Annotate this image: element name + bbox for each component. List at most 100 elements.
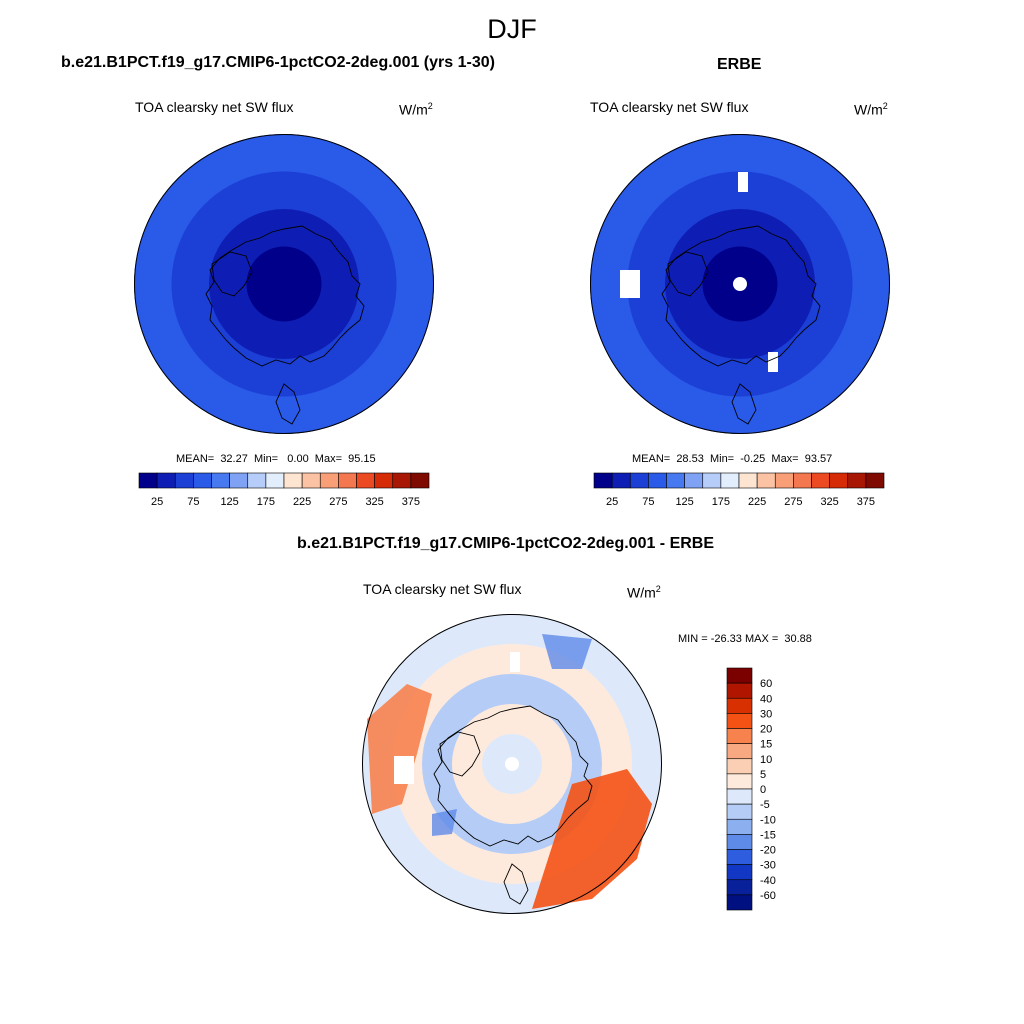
colorbar-tick-label: -20	[760, 845, 776, 857]
colorbar-cell	[720, 472, 740, 489]
colorbar-tick-label: 175	[712, 496, 730, 508]
colorbar-cell	[726, 879, 753, 896]
panel-1-variable: TOA clearsky net SW flux	[135, 99, 294, 115]
colorbar-tick-label: 5	[760, 769, 766, 781]
colorbar-cell	[726, 682, 753, 699]
colorbar-cell	[702, 472, 722, 489]
colorbar-cell	[174, 472, 194, 489]
colorbar-cell	[726, 788, 753, 805]
colorbar-cell	[410, 472, 430, 489]
panel-1-stats: MEAN= 32.27 Min= 0.00 Max= 95.15	[176, 453, 376, 465]
colorbar-tick-label: -15	[760, 829, 776, 841]
colorbar-cell	[774, 472, 794, 489]
colorbar-cell	[156, 472, 176, 489]
colorbar-cell	[756, 472, 776, 489]
panel-2-colorbar: 25 75 125 175 225 275 325 375	[593, 472, 885, 508]
difference-colorbar: 60 40 30 20 15 10 5 0 -5 -10 -15 -20 -30 -40 -60	[726, 667, 776, 911]
colorbar-cell	[726, 743, 753, 760]
panel-2-variable: TOA clearsky net SW flux	[590, 99, 749, 115]
difference-polar-map	[362, 614, 662, 914]
coastline-scandinavia	[731, 383, 757, 425]
colorbar-cell	[392, 472, 412, 489]
map-boundary	[362, 614, 662, 914]
colorbar-tick-label: 60	[760, 678, 772, 690]
colorbar-cell	[138, 472, 158, 489]
colorbar-tick-label: 375	[857, 496, 875, 508]
map-boundary	[134, 134, 434, 434]
panel-1-units: W/m2	[399, 101, 433, 118]
colorbar-cell	[229, 472, 249, 489]
colorbar-cell	[611, 472, 631, 489]
difference-units: W/m2	[627, 584, 661, 601]
colorbar-tick-label: 10	[760, 754, 772, 766]
missing-data	[738, 172, 748, 192]
coastline	[661, 225, 821, 367]
difference-title: b.e21.B1PCT.f19_g17.CMIP6-1pctCO2-2deg.0…	[297, 535, 715, 552]
colorbar-tick-label: -5	[760, 799, 770, 811]
colorbar-tick-label: -40	[760, 875, 776, 887]
colorbar-tick-label: 375	[402, 496, 420, 508]
contour-band	[246, 246, 322, 322]
colorbar-tick-label: 15	[760, 739, 772, 751]
colorbar-tick-label: 0	[760, 784, 766, 796]
colorbar-cell	[865, 472, 885, 489]
colorbar-cell	[726, 818, 753, 835]
colorbar-cell	[726, 864, 753, 881]
colorbar-tick-label: 125	[220, 496, 238, 508]
coastline-greenland	[211, 251, 253, 297]
panel-1-title: b.e21.B1PCT.f19_g17.CMIP6-1pctCO2-2deg.0…	[61, 54, 495, 71]
colorbar-tick-label: 25	[151, 496, 163, 508]
colorbar-tick-label: 175	[257, 496, 275, 508]
season-title: DJF	[487, 14, 537, 44]
colorbar-cell	[356, 472, 375, 489]
difference-stats: MIN = -26.33 MAX = 30.88	[678, 633, 812, 645]
coastline-scandinavia	[503, 863, 529, 905]
coastline-greenland	[667, 251, 709, 297]
colorbar-tick-label: 75	[187, 496, 199, 508]
colorbar-cell	[726, 758, 753, 775]
colorbar-cell	[301, 472, 321, 489]
colorbar-cell	[374, 472, 394, 489]
colorbar-cell	[726, 849, 753, 865]
panel-2-polar-map	[590, 134, 890, 434]
panel-1-colorbar: 25 75 125 175 225 275 325 375	[138, 472, 430, 508]
colorbar-cell	[726, 728, 753, 744]
colorbar-cell	[283, 472, 303, 489]
coastline-greenland	[439, 731, 481, 777]
colorbar-tick-label: -30	[760, 860, 776, 872]
colorbar-cell	[265, 472, 285, 489]
missing-data	[510, 652, 520, 672]
colorbar-tick-label: 325	[365, 496, 383, 508]
coastline	[433, 705, 593, 847]
colorbar-cell	[829, 472, 849, 489]
colorbar-cell	[726, 667, 753, 684]
colorbar-tick-label: 40	[760, 693, 772, 705]
map-boundary	[590, 134, 890, 434]
colorbar-cell	[726, 697, 753, 714]
colorbar-cell	[319, 472, 339, 489]
missing-data	[733, 277, 747, 291]
negative-anomaly	[542, 634, 592, 669]
colorbar-tick-label: 325	[820, 496, 838, 508]
missing-data	[505, 757, 519, 771]
panel-2-title: ERBE	[717, 56, 762, 73]
map-field	[134, 134, 434, 434]
colorbar-cell	[211, 472, 230, 489]
colorbar-cell	[726, 894, 753, 911]
missing-data	[620, 270, 640, 298]
colorbar-tick-label: 30	[760, 708, 772, 720]
colorbar-cell	[648, 472, 667, 489]
panel-2-units: W/m2	[854, 101, 888, 118]
positive-anomaly	[532, 769, 652, 909]
positive-anomaly	[367, 684, 432, 814]
colorbar-cell	[684, 472, 704, 489]
colorbar-cell	[726, 803, 753, 820]
colorbar-cell	[811, 472, 830, 489]
colorbar-tick-label: -60	[760, 890, 776, 902]
panel-2-stats: MEAN= 28.53 Min= -0.25 Max= 93.57	[632, 453, 833, 465]
colorbar-cell	[338, 472, 357, 489]
colorbar-cell	[629, 472, 649, 489]
difference-variable: TOA clearsky net SW flux	[363, 581, 522, 597]
colorbar-tick-label: 275	[784, 496, 802, 508]
colorbar-cell	[847, 472, 867, 489]
